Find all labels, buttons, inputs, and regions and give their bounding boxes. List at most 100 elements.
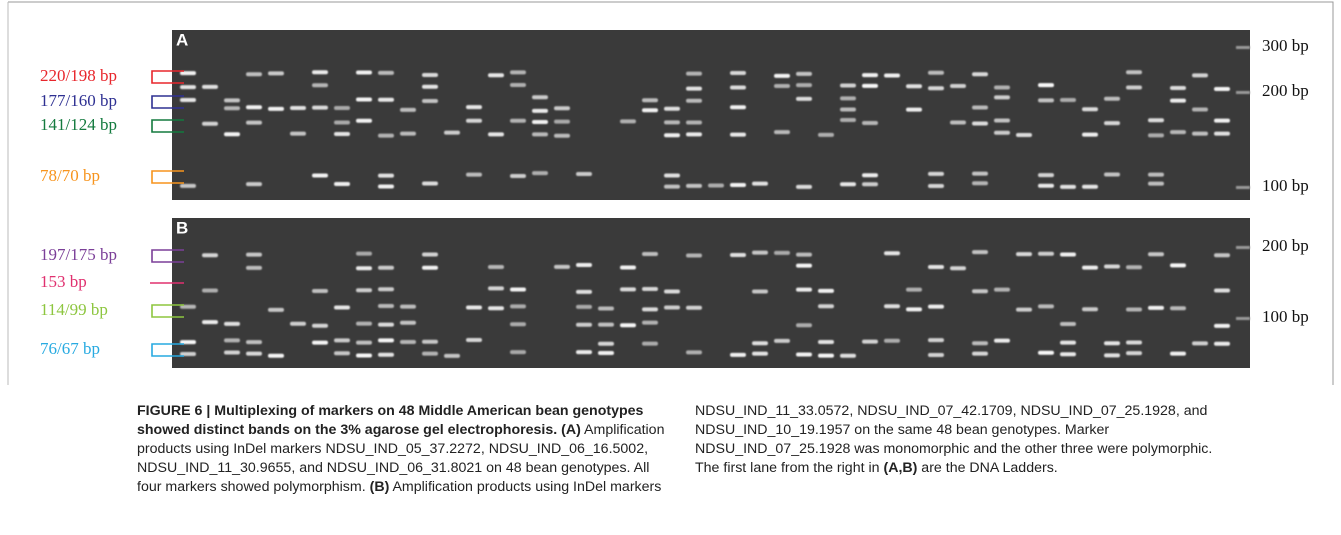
gel-band [378, 287, 394, 291]
gel-band [1016, 133, 1032, 137]
gel-band [862, 121, 878, 125]
gel-band [444, 131, 460, 135]
gel-band [1214, 119, 1230, 123]
gel-band [488, 73, 504, 77]
gel-band [730, 353, 746, 357]
gel-band [774, 251, 790, 255]
gel-band [378, 323, 394, 327]
marker-label: 114/99 bp [40, 300, 108, 319]
gel-band [1016, 308, 1032, 312]
gel-band [422, 352, 438, 356]
gel-band [664, 107, 680, 111]
marker-label: 177/160 bp [40, 91, 117, 110]
gel-band [246, 266, 262, 270]
gel-band [356, 341, 372, 345]
gel-band [488, 265, 504, 269]
ladder-band [1236, 246, 1250, 249]
gel-band [1214, 324, 1230, 328]
gel-band [1104, 341, 1120, 345]
gel-band [1214, 253, 1230, 257]
gel-band [290, 106, 306, 110]
gel-band [1170, 263, 1186, 267]
gel-band [334, 351, 350, 355]
gel-band [1016, 252, 1032, 256]
gel-band [312, 174, 328, 178]
gel-band [488, 306, 504, 310]
gel-band [1038, 351, 1054, 355]
marker-label: 76/67 bp [40, 339, 100, 358]
gel-band [334, 338, 350, 342]
gel-band [532, 132, 548, 136]
gel-band [202, 289, 218, 293]
gel-band [576, 350, 592, 354]
gel-band [840, 182, 856, 186]
gel-band [224, 106, 240, 110]
gel-band [796, 185, 812, 189]
gel-band [1060, 98, 1076, 102]
gel-band [1214, 132, 1230, 136]
gel-band [840, 83, 856, 87]
gel-band [862, 173, 878, 177]
gel-band [510, 174, 526, 178]
gel-band [224, 322, 240, 326]
gel-band [862, 73, 878, 77]
gel-band [422, 253, 438, 257]
gel-band [246, 182, 262, 186]
gel-band [928, 338, 944, 342]
gel-band [818, 289, 834, 293]
gel-band [246, 105, 262, 109]
gel-band [268, 107, 284, 111]
gel-band [1060, 322, 1076, 326]
gel-band [202, 320, 218, 324]
gel-band [972, 72, 988, 76]
gel-band [576, 263, 592, 267]
gel-band [862, 84, 878, 88]
gel-band [488, 132, 504, 136]
gel-band [1082, 185, 1098, 189]
gel-band [906, 84, 922, 88]
gel-band [994, 86, 1010, 90]
ladder-label: 200 bp [1262, 236, 1309, 255]
gel-band [466, 173, 482, 177]
gel-band [1192, 341, 1208, 345]
gel-band [620, 287, 636, 291]
gel-band [224, 132, 240, 136]
gel-band [378, 304, 394, 308]
gel-band [686, 99, 702, 103]
gel-band [1192, 73, 1208, 77]
gel-band [884, 73, 900, 77]
gel-band [708, 183, 724, 187]
gel-band [906, 108, 922, 112]
gel-band [598, 351, 614, 355]
gel-band [950, 120, 966, 124]
marker-label: 220/198 bp [40, 66, 117, 85]
gel-band [598, 307, 614, 311]
gel-band [664, 289, 680, 293]
gel-band [356, 252, 372, 256]
gel-band [620, 323, 636, 327]
gel-band [818, 354, 834, 358]
caption-bold: (A) [561, 422, 581, 438]
gel-band [1082, 307, 1098, 311]
gel-band [642, 342, 658, 346]
gel-band [466, 305, 482, 309]
gel-band [972, 352, 988, 356]
gel-band [488, 286, 504, 290]
gel-band [422, 266, 438, 270]
gel-band [994, 339, 1010, 343]
gel-band [334, 182, 350, 186]
gel-band [686, 121, 702, 125]
gel-band [1038, 304, 1054, 308]
gel-band [268, 71, 284, 75]
gel-band [466, 105, 482, 109]
gel-band [862, 340, 878, 344]
gel-band [642, 287, 658, 291]
gel-band [1148, 182, 1164, 186]
gel-band [950, 266, 966, 270]
figure: A220/198 bp177/160 bp141/124 bp78/70 bp3… [0, 0, 1341, 390]
gel-band [994, 95, 1010, 99]
gel-band [378, 353, 394, 357]
gel-band [312, 106, 328, 110]
gel-band [752, 352, 768, 356]
gel-band [972, 172, 988, 176]
